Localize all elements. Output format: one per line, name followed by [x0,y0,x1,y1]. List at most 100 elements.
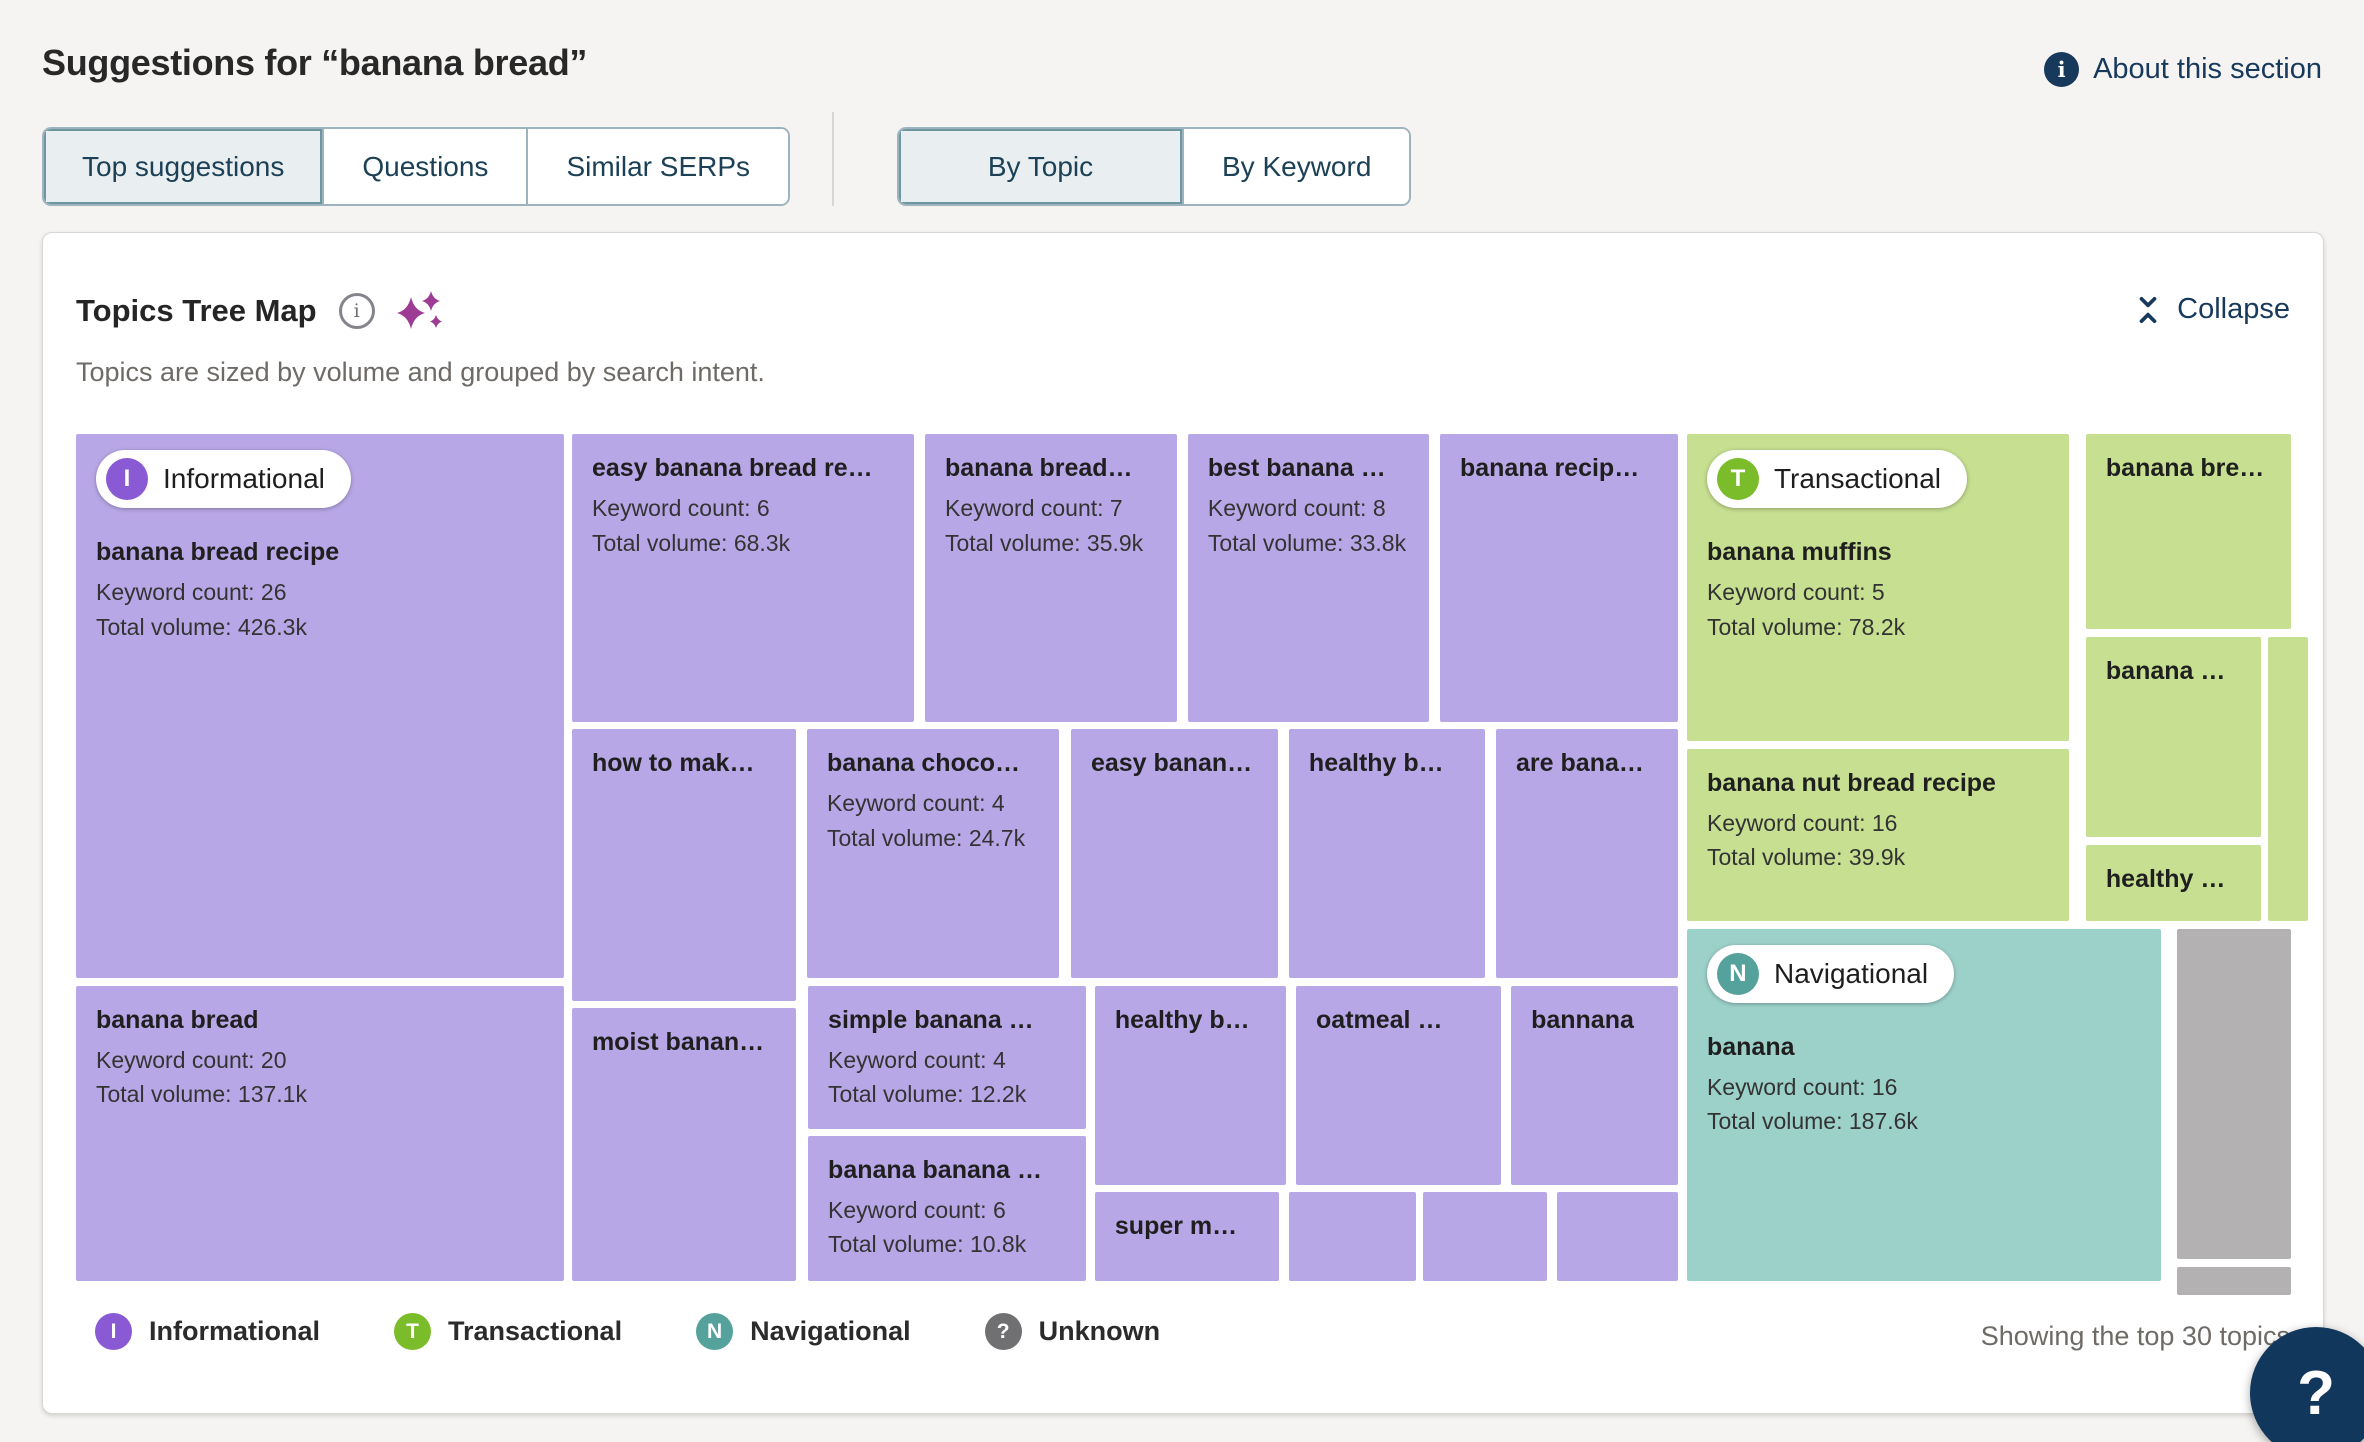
tab-by-keyword[interactable]: By Keyword [1182,129,1410,204]
cell-keyword-count: Keyword count: 26 [96,579,287,605]
treemap-cell-easy-banan[interactable]: easy banan… [1070,729,1279,979]
cell-title: easy banan… [1090,749,1253,777]
cell-keyword-count: Keyword count: 16 [1706,809,1898,836]
treemap-cell-simple-banana[interactable]: simple banana … Keyword count: 4 Total vol… [808,985,1087,1129]
treemap-cell-banana-nav[interactable]: N Navigational banana Keyword count: 16 Tota… [1686,928,2161,1281]
cell-total-volume: Total volume: 137.1k [96,1081,307,1108]
treemap-cell-banana-banana[interactable]: banana banana … Keyword count: 6 Total vol… [808,1135,1087,1281]
cell-title: simple banana … [828,1005,1034,1034]
legend-label: Transactional [448,1316,623,1346]
treemap-cell-how-to-mak[interactable]: how to mak… [571,729,796,1001]
cell-title: moist banan… [591,1028,765,1056]
treemap-cell-banana-trunc[interactable]: banana … [2085,637,2261,837]
treemap-cell-moist-banan[interactable]: moist banan… [571,1008,796,1281]
treemap-cell-healthy-trunc[interactable]: healthy … [2085,844,2261,921]
cell-title: healthy b… [1114,1005,1250,1034]
navigational-icon: N [1716,952,1759,995]
intent-legend: I Informational T Transactional N Naviga… [95,1313,1160,1350]
card-title-row: Topics Tree Map i [76,289,445,333]
treemap-cell-oatmeal[interactable]: oatmeal … [1296,985,1502,1185]
treemap-cell-bannana[interactable]: bannana [1511,985,1679,1185]
collapse-icon [2139,296,2157,323]
transactional-icon: T [1716,458,1759,500]
legend-item-transactional: T Transactional [394,1313,622,1350]
cell-title: how to mak… [591,749,755,777]
cell-total-volume: Total volume: 35.9k [945,529,1144,556]
transactional-icon: T [394,1313,432,1350]
cell-keyword-count: Keyword count: 7 [945,495,1123,521]
cell-total-volume: Total volume: 68.3k [591,529,791,556]
cell-title: banana bread recipe [96,538,340,566]
cell-keyword-count: Keyword count: 8 [1207,495,1386,521]
cell-title: banana bread [96,1005,259,1034]
info-icon[interactable]: i [338,293,375,329]
intent-badge-label: Navigational [1773,957,1929,989]
navigational-icon: N [696,1313,734,1350]
cell-title: banana … [2105,657,2226,686]
cell-title: healthy … [2105,864,2226,893]
tab-top-suggestions[interactable]: Top suggestions [44,129,323,204]
cell-keyword-count: Keyword count: 5 [1706,579,1885,605]
cell-title: banana recip… [1459,454,1640,482]
tab-by-topic[interactable]: By Topic [899,129,1182,204]
cell-title: banana nut bread recipe [1706,768,1996,797]
cell-title: banana bre… [2105,454,2265,482]
info-icon: i [2044,52,2080,87]
cell-total-volume: Total volume: 426.3k [96,613,307,640]
treemap-cell-super-m[interactable]: super m… [1094,1191,1279,1281]
treemap-cell-small-1[interactable] [1288,1191,1416,1281]
treemap-cell-best-banana[interactable]: best banana … Keyword count: 8 Total volum… [1187,434,1429,722]
treemap-cell-unknown-strip[interactable] [2176,1267,2291,1296]
informational-icon: I [106,458,148,500]
cell-total-volume: Total volume: 24.7k [826,824,1026,851]
cell-title: are bana… [1516,749,1644,777]
treemap-cell-banana-bread-trunc[interactable]: banana bread… Keyword count: 7 Total volum… [925,434,1178,722]
collapse-label: Collapse [2177,293,2290,325]
legend-label: Navigational [750,1316,911,1346]
treemap-cell-banana-recip[interactable]: banana recip… [1439,434,1678,722]
treemap-cell-banana-choco[interactable]: banana choco… Keyword count: 4 Total volum… [806,729,1059,979]
help-button[interactable]: ? [2250,1327,2364,1442]
about-label: About this section [2093,53,2322,85]
tab-similar-serps[interactable]: Similar SERPs [526,129,789,204]
treemap-footer-note: Showing the top 30 topics [1980,1321,2290,1351]
cell-title: healthy b… [1308,749,1444,777]
legend-label: Unknown [1038,1316,1161,1346]
topics-tree-map-card: Topics Tree Map i Collapse Topics are si… [42,232,2324,1414]
cell-total-volume: Total volume: 39.9k [1706,844,1906,871]
cell-keyword-count: Keyword count: 16 [1706,1073,1898,1100]
treemap-cell-banana-bre[interactable]: banana bre… [2085,434,2291,629]
treemap: I Informational banana bread recipe Keyword… [76,434,2308,1296]
cell-total-volume: Total volume: 78.2k [1706,613,1906,640]
cell-title: banana muffins [1706,538,1892,566]
cell-keyword-count: Keyword count: 6 [591,495,770,521]
cell-title: banana [1706,1032,1795,1061]
about-this-section-link[interactable]: i About this section [2044,52,2322,87]
intent-badge-navigational: N Navigational [1706,944,1955,1003]
treemap-cell-healthy-b-row3[interactable]: healthy b… [1094,985,1286,1185]
cell-keyword-count: Keyword count: 4 [826,790,1005,816]
treemap-cell-banana-muffins[interactable]: T Transactional banana muffins Keyword coun… [1686,434,2070,742]
intent-badge-label: Transactional [1773,463,1942,494]
treemap-cell-easy-banana-bread-re[interactable]: easy banana bread re… Keyword count: 6 Tot… [571,434,914,722]
treemap-cell-healthy-b-row2[interactable]: healthy b… [1288,729,1485,979]
treemap-cell-banana-bread-recipe[interactable]: I Informational banana bread recipe Keyword… [76,434,564,979]
treemap-cell-are-bana[interactable]: are bana… [1496,729,1679,979]
treemap-cell-unknown-large[interactable] [2176,928,2291,1259]
cell-total-volume: Total volume: 33.8k [1207,529,1407,556]
treemap-cell-small-3[interactable] [1556,1191,1678,1281]
tab-questions[interactable]: Questions [322,129,527,204]
treemap-cell-green-sliver[interactable] [2267,637,2308,921]
view-mode-tabs: By Topic By Keyword [897,127,1412,206]
cell-total-volume: Total volume: 187.6k [1706,1108,1918,1135]
collapse-button[interactable]: Collapse [2135,293,2290,326]
treemap-cell-banana-bread[interactable]: banana bread Keyword count: 20 Total volum… [76,985,564,1281]
legend-item-unknown: ? Unknown [984,1313,1161,1350]
treemap-cell-small-2[interactable] [1422,1191,1547,1281]
informational-icon: I [95,1313,132,1350]
treemap-cell-banana-nut-bread-recipe[interactable]: banana nut bread recipe Keyword count: 16… [1686,748,2070,921]
cell-title: banana banana … [828,1155,1042,1184]
sparkles-icon [396,291,442,329]
intent-badge-transactional: T Transactional [1706,450,1968,508]
cell-title: banana bread… [945,454,1133,482]
